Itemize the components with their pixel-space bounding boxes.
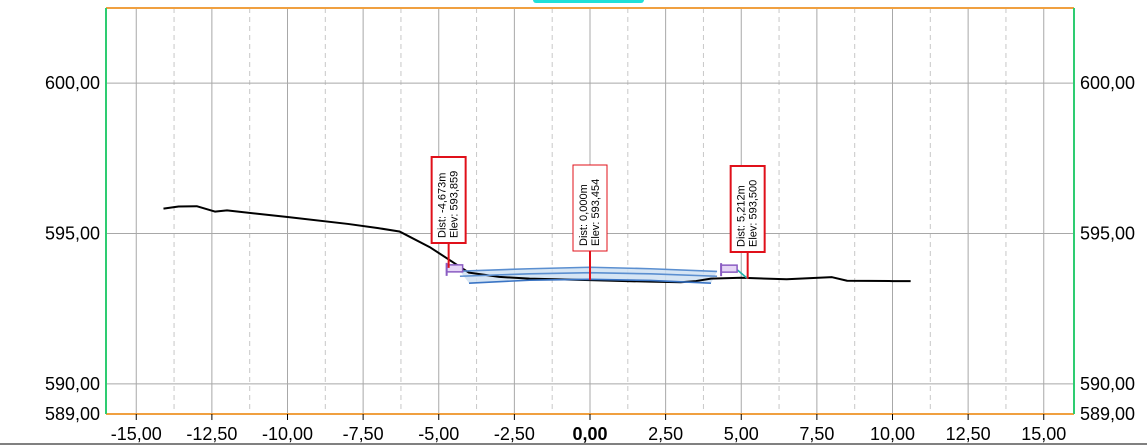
x-tick-label-2: -10,00 xyxy=(262,424,313,444)
y-tick-label-left-1: 595,00 xyxy=(45,224,100,244)
annotation-box-0 xyxy=(430,156,467,244)
annotation-text-group-0: Dist: -4,673m Elev: 593,859 xyxy=(437,171,461,238)
annotation-dist-2: Dist: 5,212m xyxy=(736,185,748,247)
y-tick-label-left-2: 590,00 xyxy=(45,374,100,394)
annotation-text-group-1: Dist: 0,000m Elev: 593,454 xyxy=(578,179,602,246)
annotation-box-2 xyxy=(729,165,766,253)
y-tick-label-right-0: 600,00 xyxy=(1080,73,1135,93)
y-tick-label-right-1: 595,00 xyxy=(1080,224,1135,244)
x-tick-label-12: 15,00 xyxy=(1021,424,1066,444)
x-tick-label-11: 12,50 xyxy=(946,424,991,444)
x-tick-label-5: -2,50 xyxy=(494,424,535,444)
x-tick-label-3: -7,50 xyxy=(343,424,384,444)
annotation-text-group-2: Dist: 5,212m Elev: 593,500 xyxy=(736,180,760,247)
annotation-elev-2: Elev: 593,500 xyxy=(748,180,760,247)
curb-1 xyxy=(720,264,738,273)
y-tick-label-right-2: 590,00 xyxy=(1080,374,1135,394)
x-tick-label-7: 2,50 xyxy=(648,424,683,444)
annotation-elev-0: Elev: 593,859 xyxy=(449,171,461,238)
y-tick-label-left-3: 589,00 xyxy=(45,404,100,424)
x-tick-label-8: 5,00 xyxy=(724,424,759,444)
x-tick-label-1: -12,50 xyxy=(186,424,237,444)
top-tab-indicator xyxy=(533,0,644,3)
x-tick-label-0: -15,00 xyxy=(111,424,162,444)
y-tick-label-right-3: 589,00 xyxy=(1080,404,1135,424)
annotation-dist-1: Dist: 0,000m xyxy=(578,184,590,246)
x-tick-label-9: 7,50 xyxy=(799,424,834,444)
x-tick-label-6: 0,00 xyxy=(572,424,607,444)
annotation-box-1 xyxy=(572,164,608,252)
x-tick-label-4: -5,00 xyxy=(418,424,459,444)
series-ground xyxy=(163,205,911,284)
annotation-elev-1: Elev: 593,454 xyxy=(590,179,602,246)
annotation-dist-0: Dist: -4,673m xyxy=(437,173,449,238)
x-tick-label-10: 10,00 xyxy=(870,424,915,444)
y-tick-label-left-0: 600,00 xyxy=(45,73,100,93)
